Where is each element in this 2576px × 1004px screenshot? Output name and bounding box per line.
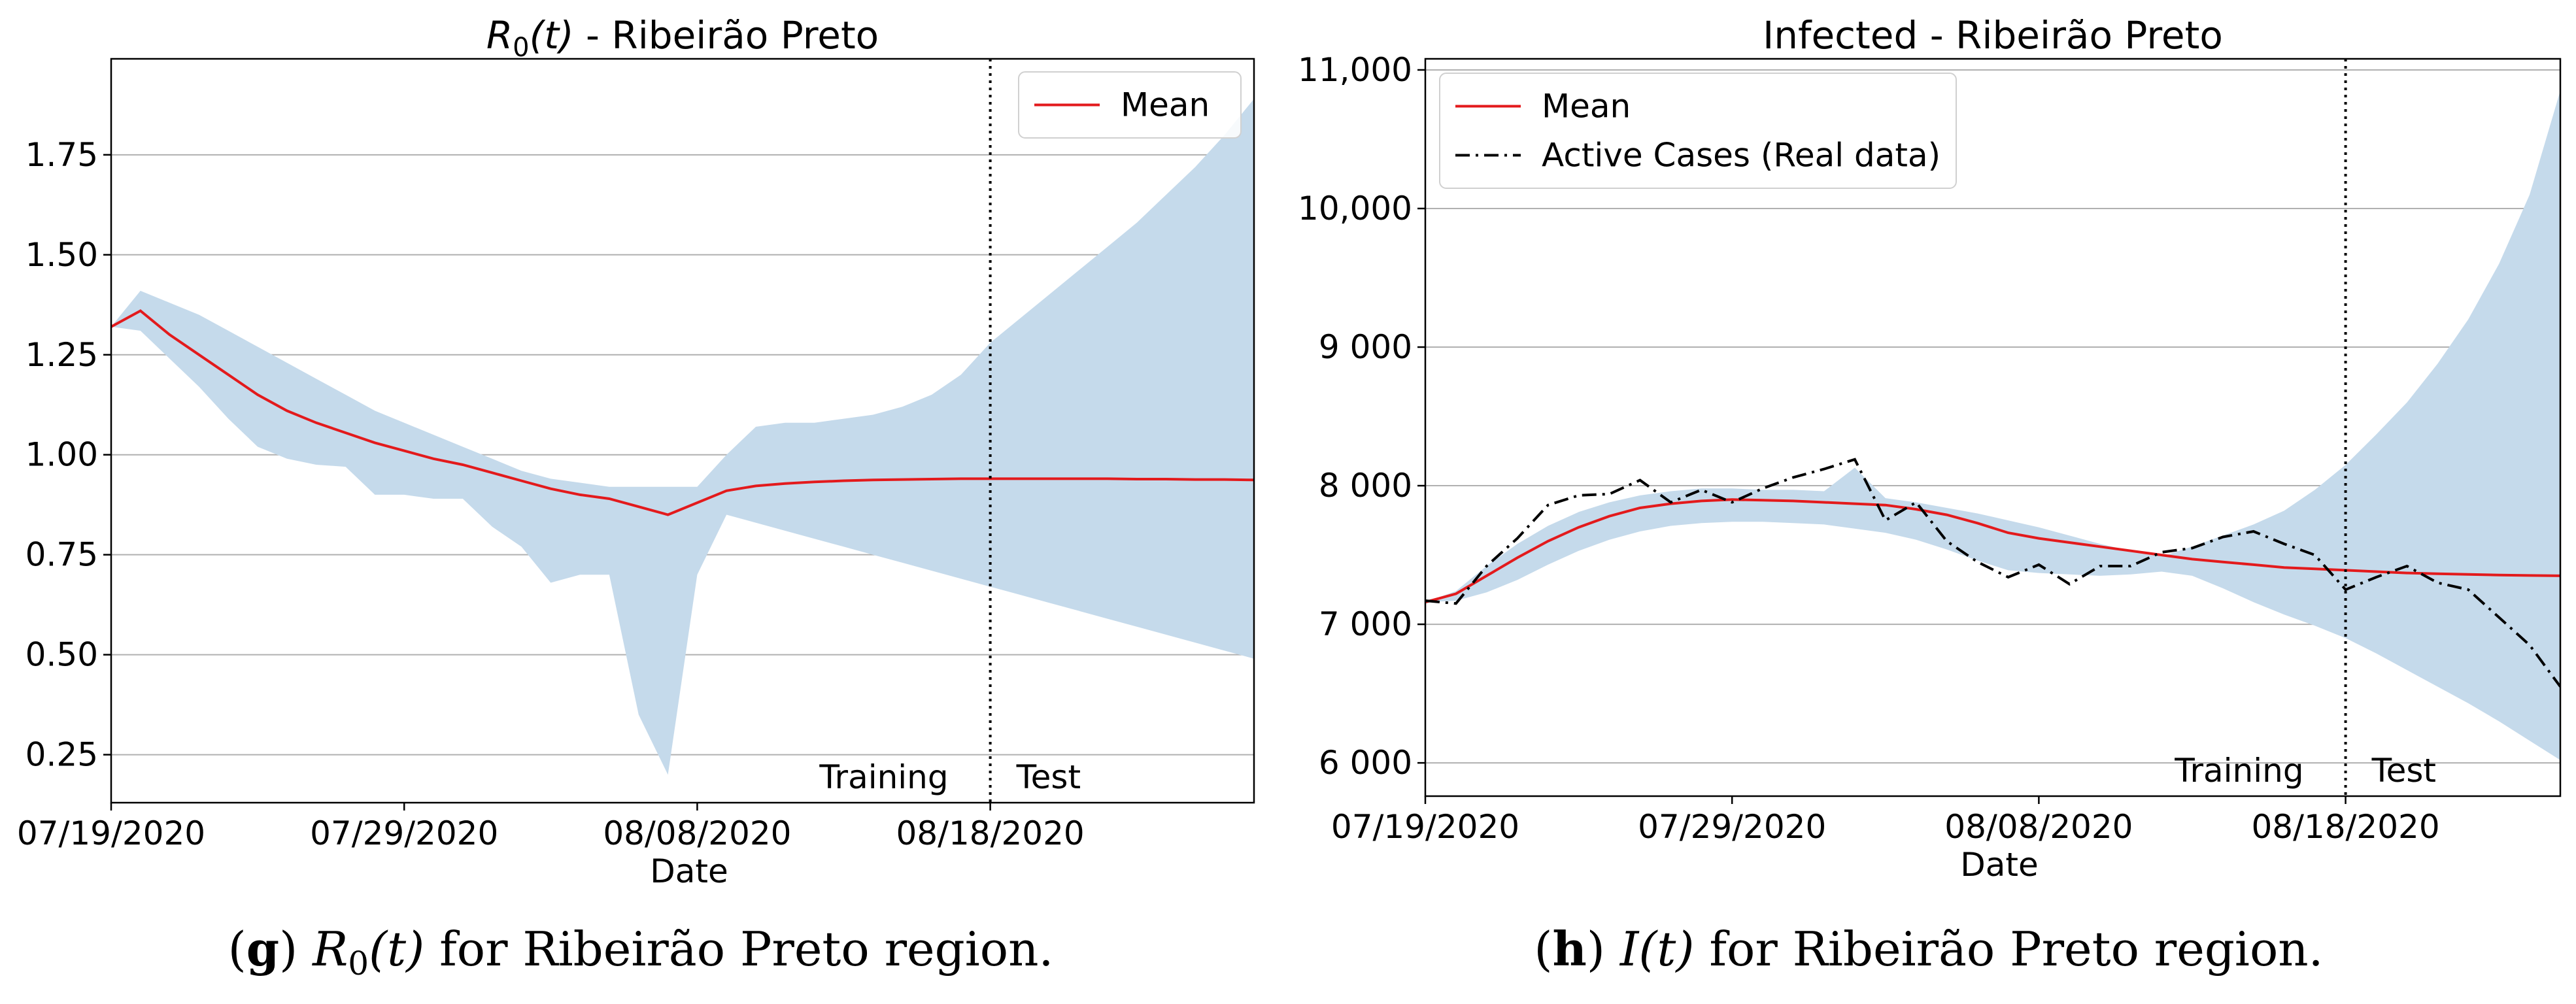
r0-mean-line [111,309,1254,516]
inf-legend-box [1439,73,1957,189]
inf-y-tick-label: 10,000 [1298,190,1412,227]
r0-x-tick-label: 08/08/2020 [603,814,791,852]
inf-chart-title: Infected - Ribeirão Preto [1763,13,2223,58]
r0-legend-box [1018,71,1242,139]
inf-x-axis-label: Date [1960,846,2039,884]
r0-x-tick-label: 07/29/2020 [310,814,498,852]
r0-confidence-band [111,99,1254,775]
r0-plot-area [111,99,1254,775]
inf-confidence-band [1425,90,2560,760]
inf-test-label: Test [2371,752,2436,790]
inf-x-tick-label: 07/29/2020 [1638,808,1826,846]
inf-active-cases-line [1425,458,2560,688]
r0-y-tick-label: 1.00 [25,436,98,474]
inf-x-tick-label: 08/08/2020 [1944,808,2133,846]
caption-g: (g) R0(t) for Ribeirão Preto region. [228,921,1054,982]
inf-mean-line [1425,498,2560,604]
r0-chart-title: R0(t) - Ribeirão Preto [486,13,879,63]
inf-y-tick-label: 9 000 [1319,328,1412,366]
captions: (g) R0(t) for Ribeirão Preto region. (h) … [228,921,2324,982]
inf-x-tick-label: 08/18/2020 [2251,808,2439,846]
r0-chart: Training Test 0.25 0.50 0.75 1.00 1.25 1.50 1.75… [17,13,1255,890]
inf-legend-label: Active Cases (Real data) [1542,137,1940,175]
r0-y-tick-label: 0.75 [25,536,98,574]
inf-axes-frame [1424,58,2562,797]
r0-y-tick-label: 1.25 [25,336,98,374]
r0-training-label: Training [819,758,948,796]
inf-training-label: Training [2174,752,2303,790]
r0-y-tick-label: 1.75 [25,136,98,174]
inf-y-tick-label: 6 000 [1319,744,1412,782]
r0-axes-frame [110,58,1255,804]
r0-x-tick-label: 07/19/2020 [17,814,205,852]
r0-legend: Mean [1018,71,1242,139]
inf-legend: Mean Active Cases (Real data) [1439,73,1957,189]
inf-x-tick-label: 07/19/2020 [1331,808,1519,846]
caption-h: (h) I(t) for Ribeirão Preto region. [1534,921,2323,977]
inf-y-tick-label: 11,000 [1298,51,1412,89]
inf-y-tick-label: 7 000 [1319,605,1412,643]
r0-legend-label: Mean [1121,86,1210,124]
infected-chart: Training Test 6 000 7 000 8 000 9 000 10,000 11… [1298,13,2562,884]
r0-y-tick-label: 0.25 [25,736,98,774]
inf-legend-label: Mean [1542,88,1631,126]
r0-x-axis-label: Date [650,852,728,890]
r0-x-tick-label: 08/18/2020 [896,814,1085,852]
r0-y-tick-label: 1.50 [25,236,98,274]
r0-test-label: Test [1016,758,1081,796]
inf-plot-area [1425,90,2560,760]
inf-y-tick-label: 8 000 [1319,467,1412,505]
r0-y-tick-label: 0.50 [25,636,98,674]
